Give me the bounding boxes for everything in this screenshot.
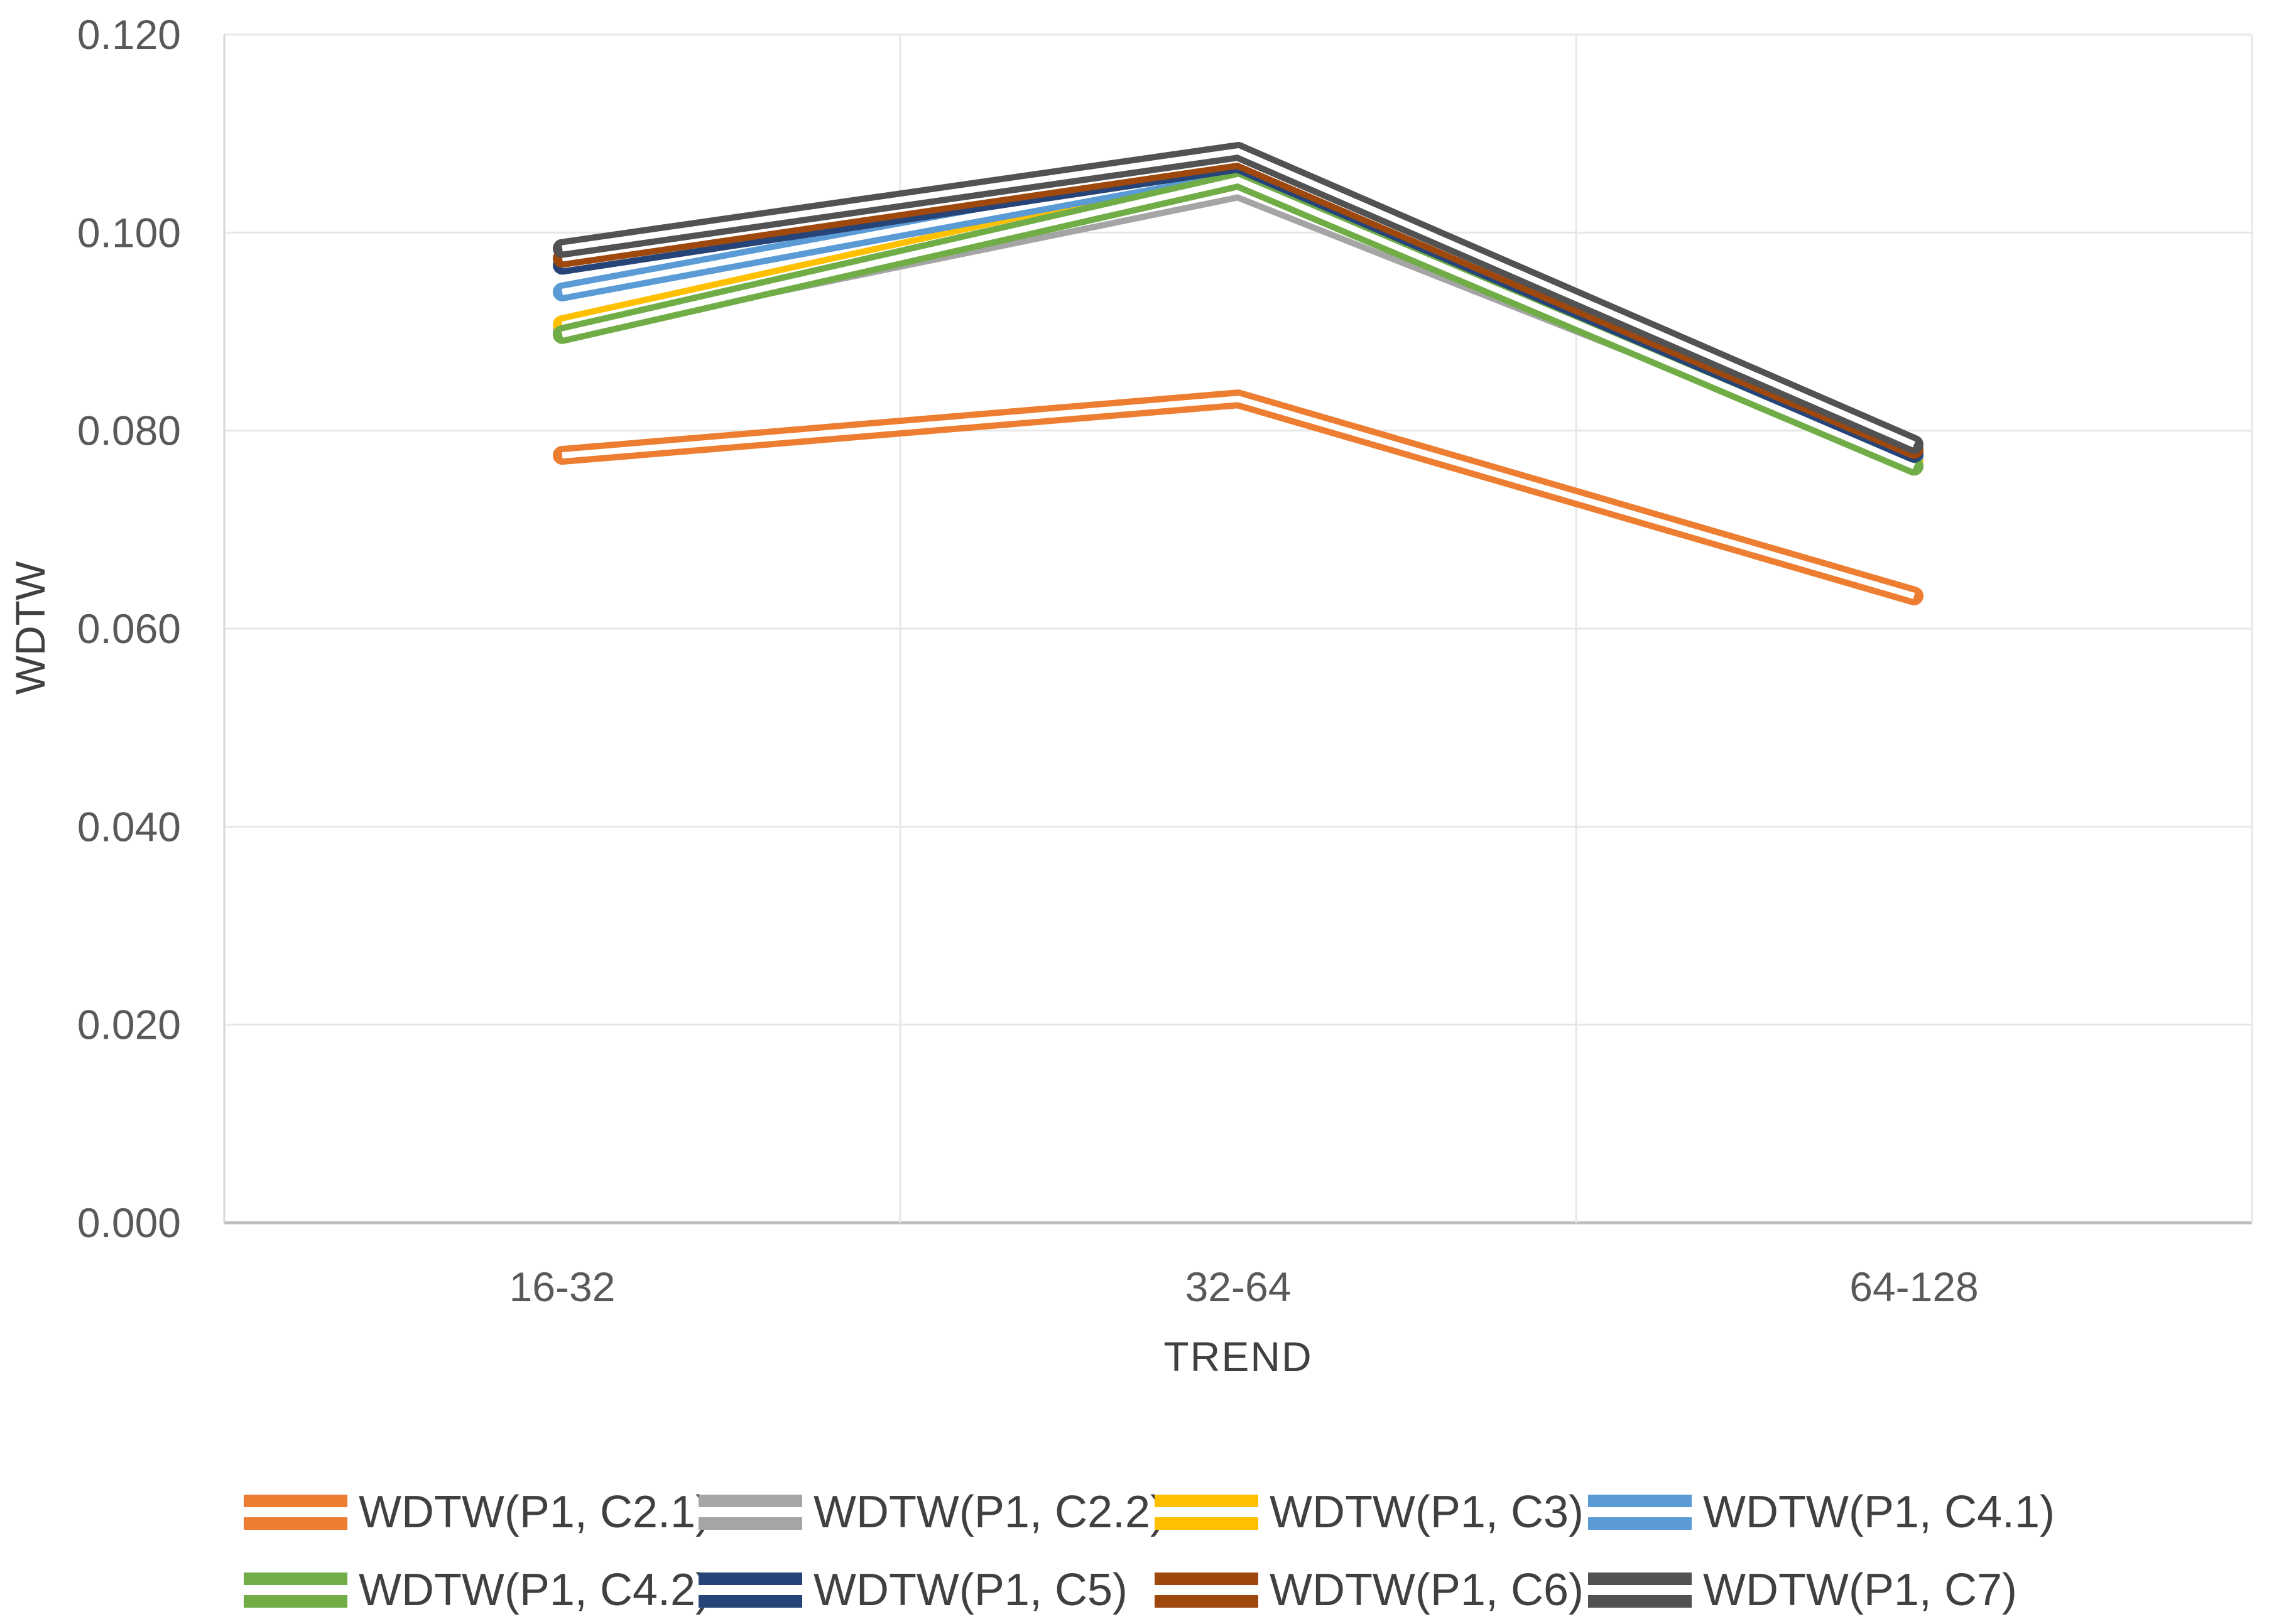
series-line-core <box>561 176 1915 470</box>
series-line-core <box>562 160 1915 457</box>
y-tick-label: 0.020 <box>77 1002 181 1048</box>
y-tick-label: 0.060 <box>77 605 181 652</box>
series-line-core <box>562 396 1915 599</box>
x-tick-label: 16-32 <box>509 1264 616 1310</box>
y-tick-label: 0.000 <box>77 1199 181 1246</box>
x-axis-title: TREND <box>1163 1333 1313 1380</box>
x-tick-label: 64-128 <box>1849 1264 1979 1310</box>
y-tick-label: 0.040 <box>77 803 181 850</box>
series-line <box>553 153 1923 463</box>
x-tick-label: 32-64 <box>1185 1264 1292 1310</box>
y-tick-label: 0.080 <box>77 408 181 454</box>
y-tick-label: 0.120 <box>77 11 181 58</box>
y-tick-label: 0.100 <box>77 209 181 256</box>
series-line-core <box>562 148 1915 448</box>
y-axis-title: WDTW <box>7 561 53 695</box>
series-line <box>553 389 1923 605</box>
